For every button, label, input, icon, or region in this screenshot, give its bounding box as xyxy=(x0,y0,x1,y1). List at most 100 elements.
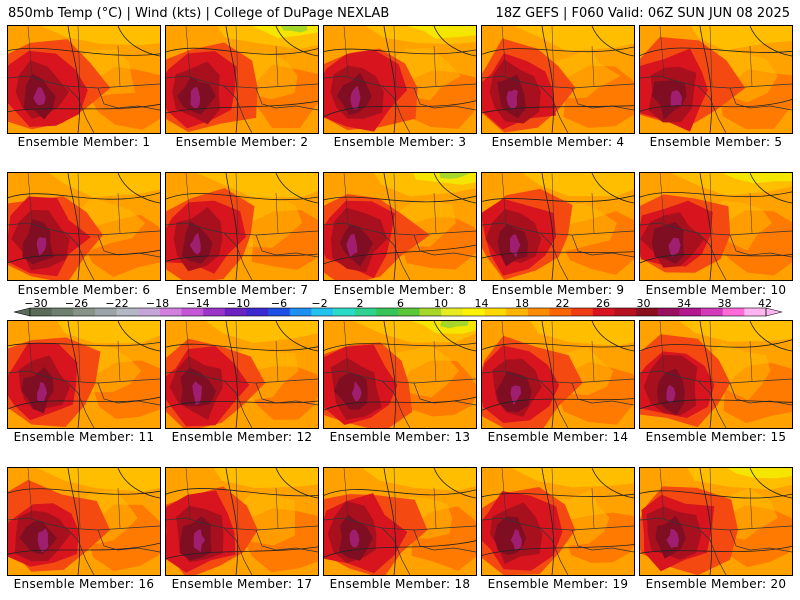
colorbar-swatch xyxy=(333,308,356,316)
ensemble-member-label: Ensemble Member: 8 xyxy=(333,283,467,297)
ensemble-member-map xyxy=(165,25,319,134)
ensemble-member-label: Ensemble Member: 2 xyxy=(175,135,309,149)
temperature-colorbar xyxy=(13,307,783,317)
ensemble-member-map xyxy=(323,320,477,429)
colorbar-tick-label: 14 xyxy=(474,297,489,310)
colorbar-tick-label: −2 xyxy=(311,297,328,310)
colorbar-swatch xyxy=(571,308,594,316)
ensemble-member-map xyxy=(165,467,319,576)
colorbar-tick-label: 18 xyxy=(515,297,529,310)
colorbar-swatch xyxy=(462,308,485,316)
colorbar-swatch xyxy=(159,308,182,316)
ensemble-member-label: Ensemble Member: 11 xyxy=(13,430,155,444)
colorbar-swatch xyxy=(441,308,464,316)
colorbar-frame xyxy=(29,307,767,317)
colorbar-tick-label: −30 xyxy=(24,297,48,310)
ensemble-member-label: Ensemble Member: 6 xyxy=(17,283,151,297)
colorbar-swatch xyxy=(224,308,247,316)
ensemble-member-label: Ensemble Member: 5 xyxy=(649,135,783,149)
colorbar-swatch xyxy=(30,308,52,316)
temperature-field xyxy=(8,26,160,133)
temperature-field xyxy=(324,173,476,280)
ensemble-member-map xyxy=(323,172,477,281)
colorbar-swatch xyxy=(657,308,680,316)
colorbar-swatch xyxy=(246,308,269,316)
colorbar-swatch xyxy=(614,308,637,316)
temperature-field xyxy=(166,468,318,575)
temperature-field xyxy=(482,468,634,575)
colorbar-swatch xyxy=(138,308,161,316)
temperature-field xyxy=(482,173,634,280)
temperature-field xyxy=(166,26,318,133)
colorbar-tick-label: 42 xyxy=(758,297,772,310)
colorbar-swatch xyxy=(94,308,117,316)
ensemble-member-map xyxy=(481,467,635,576)
colorbar-swatch xyxy=(592,308,615,316)
run-valid-time: 18Z GEFS | F060 Valid: 06Z SUN JUN 08 20… xyxy=(495,6,790,21)
colorbar-swatch xyxy=(506,308,529,316)
colorbar-swatch xyxy=(398,308,420,316)
ensemble-member-label: Ensemble Member: 16 xyxy=(13,577,155,591)
colorbar-swatch xyxy=(73,308,96,316)
chart-title: 850mb Temp (°C) | Wind (kts) | College o… xyxy=(8,6,390,21)
ensemble-member-label: Ensemble Member: 10 xyxy=(645,283,787,297)
ensemble-member-label: Ensemble Member: 13 xyxy=(329,430,471,444)
temperature-field xyxy=(640,173,792,280)
ensemble-member-map xyxy=(7,172,161,281)
temperature-field xyxy=(166,173,318,280)
ensemble-member-map xyxy=(165,172,319,281)
colorbar-swatch xyxy=(549,308,572,316)
colorbar-swatch xyxy=(419,308,442,316)
colorbar-swatch xyxy=(722,308,745,316)
ensemble-member-label: Ensemble Member: 14 xyxy=(487,430,629,444)
ensemble-member-map xyxy=(481,320,635,429)
temperature-field xyxy=(640,468,792,575)
colorbar-swatch xyxy=(311,308,334,316)
ensemble-member-label: Ensemble Member: 15 xyxy=(645,430,787,444)
colorbar-swatch xyxy=(181,308,204,316)
colorbar-tick-label: 30 xyxy=(636,297,651,310)
colorbar-tick-label: −22 xyxy=(105,297,129,310)
colorbar-swatch xyxy=(203,308,226,316)
ensemble-member-map xyxy=(639,467,793,576)
colorbar-swatch xyxy=(116,308,139,316)
colorbar-swatch xyxy=(268,308,291,316)
ensemble-member-map xyxy=(323,25,477,134)
ensemble-member-map xyxy=(639,25,793,134)
colorbar-tick-label: 22 xyxy=(555,297,570,310)
temperature-field xyxy=(640,321,792,428)
temperature-field xyxy=(8,173,160,280)
colorbar-swatch xyxy=(701,308,724,316)
ensemble-member-map xyxy=(7,320,161,429)
colorbar-tick-label: 26 xyxy=(596,297,610,310)
colorbar-tick-label: 10 xyxy=(434,297,448,310)
colorbar-swatch xyxy=(289,308,312,316)
ensemble-member-map xyxy=(481,172,635,281)
temperature-field xyxy=(482,26,634,133)
colorbar-swatch xyxy=(744,308,767,316)
colorbar-tick-label: 6 xyxy=(397,297,404,310)
ensemble-member-map xyxy=(7,25,161,134)
ensemble-member-map xyxy=(165,320,319,429)
colorbar-swatch xyxy=(51,308,74,316)
colorbar-tick-label: −18 xyxy=(145,297,170,310)
colorbar-swatch xyxy=(636,308,659,316)
ensemble-member-label: Ensemble Member: 17 xyxy=(171,577,313,591)
temperature-field xyxy=(166,321,318,428)
colorbar-swatch xyxy=(354,308,377,316)
colorbar-tick-label: 2 xyxy=(356,297,364,310)
ensemble-member-label: Ensemble Member: 4 xyxy=(491,135,625,149)
colorbar-tick-label: −6 xyxy=(270,297,288,310)
ensemble-member-label: Ensemble Member: 19 xyxy=(487,577,629,591)
colorbar-tick-label: 38 xyxy=(717,297,732,310)
ensemble-member-map xyxy=(639,172,793,281)
ensemble-member-map xyxy=(323,467,477,576)
ensemble-member-map xyxy=(481,25,635,134)
ensemble-member-map xyxy=(639,320,793,429)
temperature-field xyxy=(324,468,476,575)
ensemble-member-label: Ensemble Member: 7 xyxy=(175,283,309,297)
colorbar-tick-label: −14 xyxy=(186,297,210,310)
temperature-field xyxy=(324,26,476,133)
colorbar-swatch xyxy=(376,308,399,316)
ensemble-member-label: Ensemble Member: 20 xyxy=(645,577,787,591)
